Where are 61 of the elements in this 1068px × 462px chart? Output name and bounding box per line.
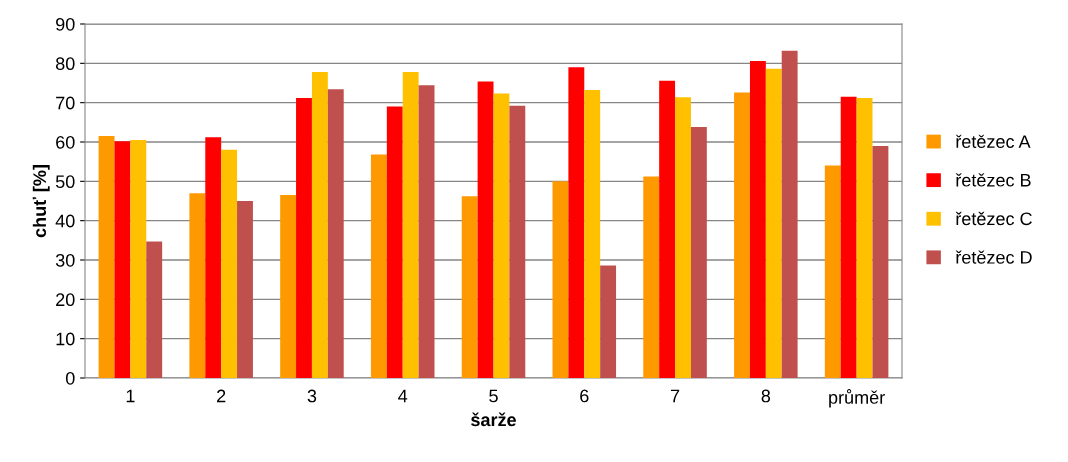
bar <box>690 127 707 378</box>
x-tick-label: 2 <box>217 389 226 403</box>
bar <box>840 96 857 378</box>
y-tick-label: 40 <box>55 214 75 228</box>
bar <box>600 265 617 378</box>
bar <box>461 196 478 378</box>
x-tick-label: 7 <box>670 389 680 403</box>
bar <box>872 145 889 378</box>
bar <box>221 149 238 378</box>
bar <box>781 50 798 378</box>
y-axis-title: chuť [%] <box>32 165 50 238</box>
bar <box>568 67 585 378</box>
y-tick-label: 50 <box>55 175 75 189</box>
y-tick-label: 10 <box>56 332 75 346</box>
bar <box>296 97 312 378</box>
bar <box>552 181 569 378</box>
y-tick-label: 70 <box>56 96 75 110</box>
y-tick-label: 20 <box>56 293 75 307</box>
bar <box>205 137 222 378</box>
legend-label: řetězec B <box>955 173 1031 187</box>
bar <box>280 195 297 378</box>
y-tick-label: 80 <box>55 57 75 71</box>
legend-label: řetězec D <box>955 250 1032 264</box>
bar <box>749 60 766 378</box>
bar <box>114 141 131 378</box>
x-tick-label: 1 <box>126 389 135 403</box>
bar <box>493 93 510 378</box>
bar <box>237 201 253 378</box>
bar <box>765 68 782 378</box>
x-tick-label: průměr <box>829 389 885 408</box>
x-tick-label: 4 <box>398 389 408 403</box>
bar <box>675 97 691 378</box>
legend-label: řetězec C <box>955 211 1032 226</box>
x-tick-label: 6 <box>580 389 589 403</box>
bar <box>418 85 435 378</box>
x-tick-label: 5 <box>489 389 498 403</box>
bar <box>584 90 601 378</box>
bar <box>386 106 403 378</box>
bar <box>402 71 419 378</box>
y-tick-label: 60 <box>56 135 75 149</box>
bar <box>477 81 494 378</box>
bar <box>659 80 676 378</box>
x-axis-title: šarže <box>471 412 516 427</box>
bar <box>734 92 750 378</box>
bar <box>98 136 115 378</box>
bar <box>824 165 841 378</box>
y-tick-label: 30 <box>55 253 75 267</box>
bar <box>311 71 328 378</box>
bar <box>189 193 206 378</box>
bar <box>509 105 526 378</box>
x-tick-label: 3 <box>307 389 317 403</box>
bar <box>370 154 387 378</box>
bar <box>856 97 873 378</box>
bar <box>327 89 344 378</box>
bar <box>130 140 147 378</box>
legend-label: řetězec A <box>955 134 1031 148</box>
x-tick-label: 8 <box>761 389 771 403</box>
y-tick-label: 0 <box>65 371 75 385</box>
y-tick-label: 90 <box>56 17 75 31</box>
bar <box>643 176 660 378</box>
bar <box>146 241 163 378</box>
